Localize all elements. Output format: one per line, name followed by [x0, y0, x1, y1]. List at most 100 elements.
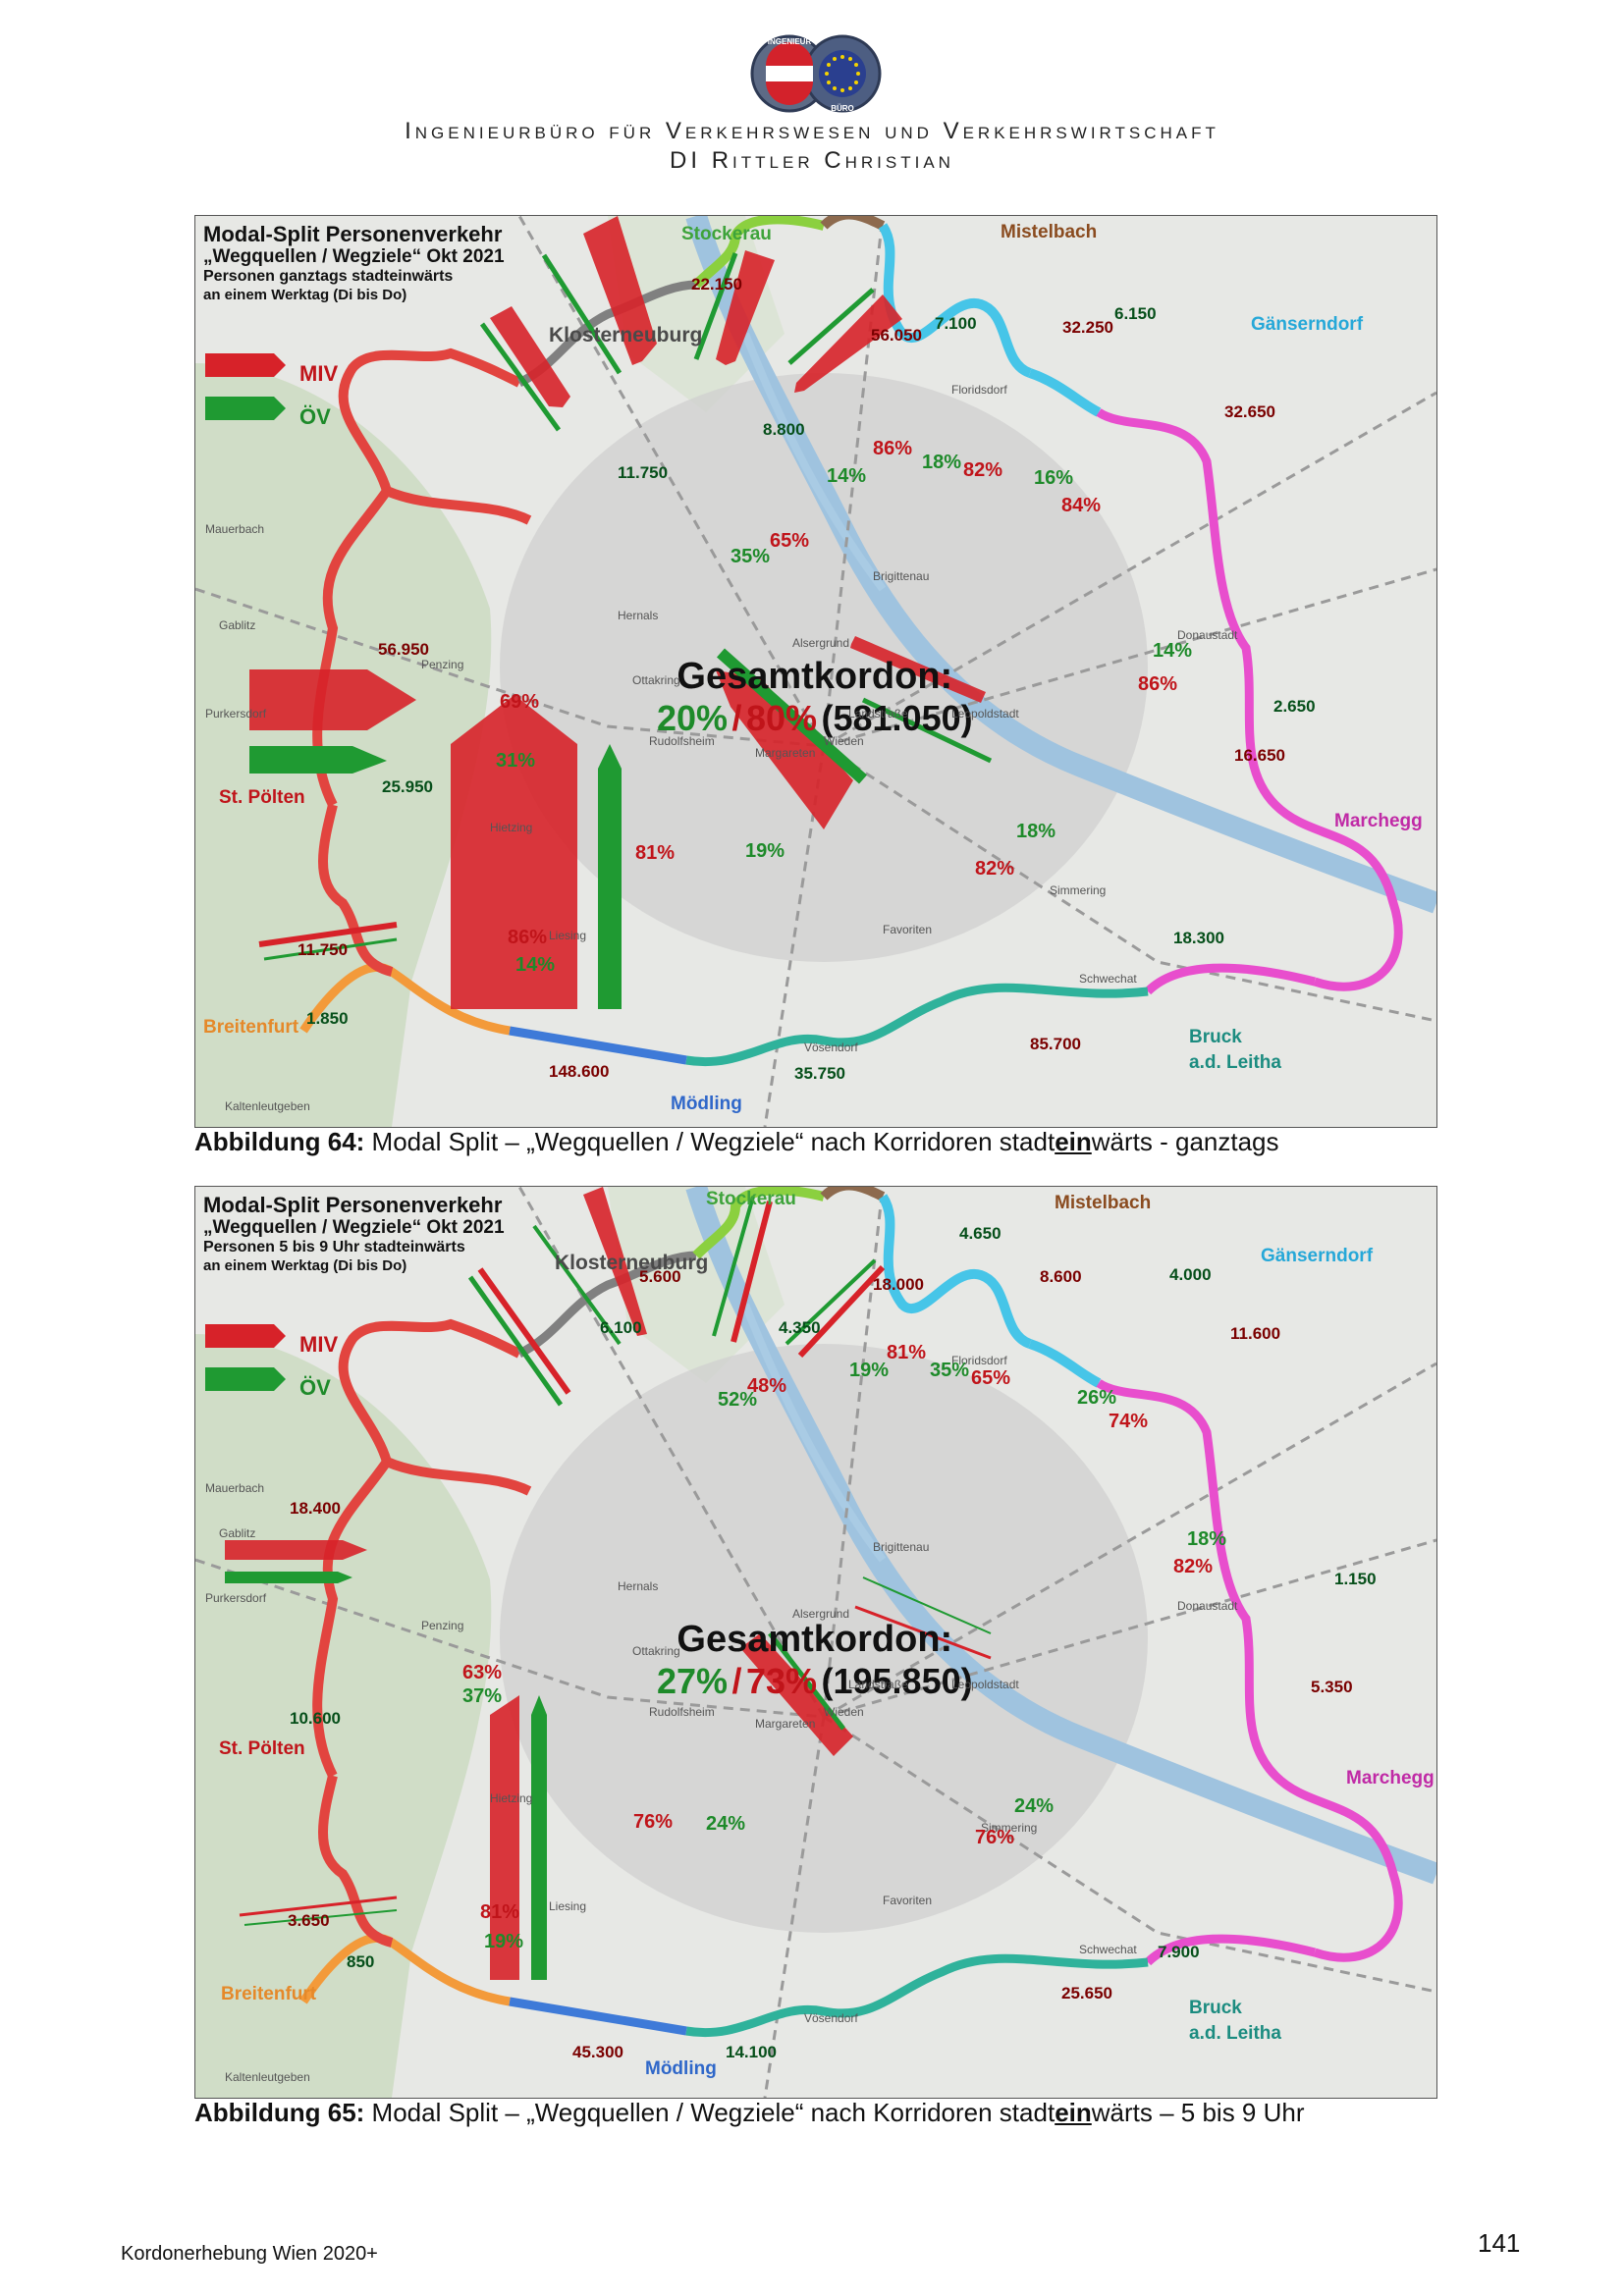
place-label: Vösendorf — [804, 2011, 858, 2025]
place-label: Margareten — [755, 746, 816, 760]
value-ma-miv: 16.650 — [1234, 746, 1285, 765]
value-br-pmiv: 76% — [975, 1827, 1015, 1848]
place-label: Favoriten — [883, 1894, 933, 1907]
place-label: Donaustadt — [1177, 1599, 1238, 1613]
arrow-oev-bruck — [768, 1631, 845, 1731]
value-st-poev: 14% — [827, 465, 867, 487]
value-mo-oev: 35.750 — [794, 1064, 845, 1083]
value-ga-oev: 4.000 — [1169, 1265, 1212, 1284]
arrow-oev-marchegg — [862, 1576, 992, 1634]
place-label: Favoriten — [883, 923, 933, 936]
value-st-oev: 4.350 — [779, 1318, 821, 1337]
legend-oev-swatch — [205, 397, 286, 420]
arrow-oev-stockerau — [532, 1224, 622, 1346]
arrow-miv-stockerau — [583, 216, 657, 365]
place-label: Alsergrund — [792, 636, 850, 650]
value-mi-poev: 18% — [922, 452, 962, 473]
value-mi-miv: 8.600 — [1040, 1267, 1082, 1286]
place-label: Kaltenleutgeben — [225, 1099, 310, 1113]
arrow-miv-klosterneuburg — [490, 306, 570, 407]
value-bf-oev: 1.850 — [306, 1009, 349, 1028]
page-number: 141 — [1478, 2228, 1521, 2258]
footer-document-title: Kordonerhebung Wien 2020+ — [121, 2243, 378, 2265]
place-label: Purkersdorf — [205, 1591, 267, 1605]
place-label: Liesing — [549, 1899, 587, 1913]
label-mistelbach: Mistelbach — [1001, 222, 1098, 242]
value-br-oev: 18.300 — [1173, 929, 1224, 947]
place-label: Leopoldstadt — [951, 1678, 1019, 1691]
value-br-oev: 7.900 — [1158, 1943, 1200, 1961]
legend-miv-swatch — [205, 353, 286, 377]
label-bruck: Bruck — [1189, 1027, 1242, 1047]
legend-oev-label: ÖV — [299, 404, 331, 429]
value-br-miv: 25.650 — [1061, 1984, 1112, 2002]
value-mo-oev: 14.100 — [726, 2043, 777, 2061]
value-sp-poev: 37% — [462, 1685, 503, 1707]
place-label: Mauerbach — [205, 1481, 265, 1495]
place-label: Rudolfsheim — [649, 1705, 715, 1719]
value-st-poev: 19% — [849, 1360, 890, 1381]
arrow-oev-mistelbach — [712, 1196, 755, 1337]
value-mo-pmiv: 81% — [635, 842, 676, 864]
label-moedling: Mödling — [645, 2058, 717, 2079]
value-ma-oev: 1.150 — [1334, 1570, 1377, 1588]
value-kl-poev: 52% — [718, 1389, 758, 1411]
place-label: Landstraße — [848, 707, 908, 721]
value-sp-poev: 31% — [496, 750, 536, 772]
label-mistelbach: Mistelbach — [1055, 1193, 1152, 1213]
arrow-miv-mistelbach — [716, 250, 775, 365]
value-sp-oev: 25.950 — [382, 777, 433, 796]
value-kl-pmiv: 48% — [747, 1375, 787, 1397]
value-br-poev: 18% — [1016, 821, 1056, 842]
place-label: Mauerbach — [205, 522, 265, 536]
svg-text:BÜRO: BÜRO — [831, 104, 854, 113]
header-line-1: Ingenieurbüro für Verkehrswesen und Verk… — [405, 118, 1219, 144]
map-1-legend: Modal-Split Personenverkehr „Wegquellen … — [203, 222, 505, 303]
arrow-oev-stpoelten — [249, 746, 387, 774]
place-label: Wieden — [824, 734, 864, 748]
value-mo-miv: 148.600 — [549, 1062, 610, 1081]
arrow-oev-gaenserndorf — [785, 1258, 877, 1346]
caption-figure-64: Abbildung 64: Modal Split – „Wegquellen … — [194, 1127, 1279, 1156]
value-mi-miv: 32.250 — [1062, 318, 1113, 337]
legend-miv-label: MIV — [299, 361, 339, 386]
value-bf-oev: 850 — [347, 1952, 375, 1971]
value-ma-poev: 14% — [1153, 640, 1193, 662]
arrow-miv-stpoelten — [249, 669, 416, 730]
value-bf-pmiv: 81% — [480, 1901, 520, 1923]
place-label: Brigittenau — [873, 1540, 930, 1554]
arrow-miv-breitenfurt — [258, 922, 398, 947]
place-label: Alsergrund — [792, 1607, 850, 1621]
place-label: Wieden — [824, 1705, 864, 1719]
place-label: Hietzing — [490, 1791, 533, 1805]
value-mo-poev: 19% — [745, 840, 785, 862]
total-cordon: Gesamtkordon: 20% / 80% (581.050) — [657, 656, 973, 738]
value-st-miv: 18.000 — [873, 1275, 924, 1294]
value-br-pmiv: 82% — [975, 858, 1015, 880]
value-mi-pmiv: 82% — [963, 459, 1003, 481]
value-ga-pmiv: 84% — [1061, 495, 1102, 516]
place-label: Ottakring — [632, 1644, 680, 1658]
value-sp-pmiv: 63% — [462, 1662, 503, 1683]
value-sp-oev: 10.600 — [290, 1709, 341, 1728]
arrow-oev-gaenserndorf — [787, 288, 875, 365]
value-ga-oev: 6.150 — [1114, 304, 1157, 323]
value-sp-miv: 18.400 — [290, 1499, 341, 1518]
label-moedling: Mödling — [671, 1094, 742, 1114]
value-ga-poev: 26% — [1077, 1387, 1117, 1409]
place-label: Kaltenleutgeben — [225, 2070, 310, 2084]
arrow-oev-moedling — [531, 1695, 547, 1980]
place-label: Landstraße — [848, 1678, 908, 1691]
arrow-oev-breitenfurt — [244, 1909, 398, 1926]
value-mi-pmiv: 65% — [971, 1367, 1011, 1389]
place-label: Leopoldstadt — [951, 707, 1019, 721]
place-label: Hernals — [618, 609, 659, 622]
arrow-oev-mistelbach — [693, 252, 738, 360]
arrow-miv-gaenserndorf — [794, 294, 902, 393]
arrow-miv-marchegg — [850, 636, 986, 703]
arrow-miv-stpoelten — [225, 1540, 367, 1560]
value-br-poev: 24% — [1014, 1795, 1055, 1817]
place-label: Liesing — [549, 929, 587, 942]
value-ma-pmiv: 82% — [1173, 1556, 1214, 1577]
svg-text:INGENIEUR: INGENIEUR — [768, 37, 812, 46]
